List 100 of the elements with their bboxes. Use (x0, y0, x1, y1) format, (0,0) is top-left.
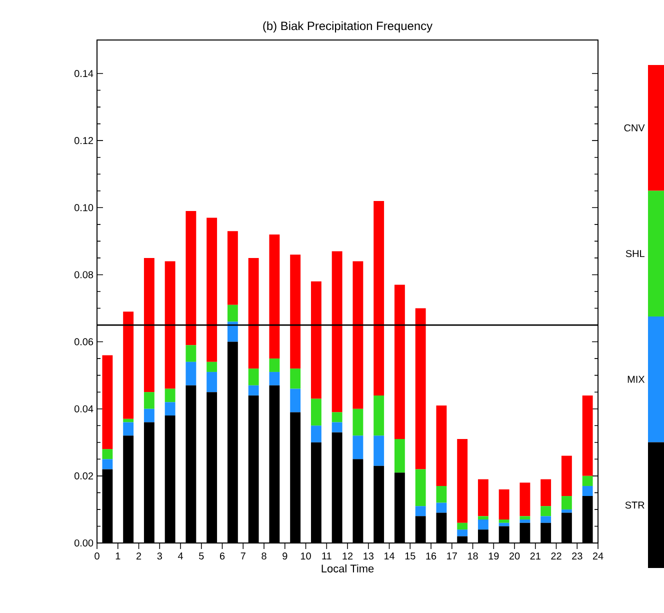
bar (498, 520, 510, 523)
bar (561, 496, 572, 510)
bar (248, 385, 259, 396)
bar (186, 211, 196, 346)
text: STR (625, 502, 644, 509)
bar (248, 258, 259, 369)
bar (520, 516, 530, 520)
bar (520, 520, 530, 523)
bar (290, 254, 301, 369)
bar (561, 509, 572, 513)
bar (164, 402, 176, 416)
y-tick-label: 0.02 (74, 472, 93, 480)
bar (310, 281, 322, 399)
y-tick-label: 0.00 (74, 539, 94, 547)
bar (269, 372, 280, 386)
bar (436, 486, 447, 503)
x-tick-label: 2 (136, 552, 142, 560)
bar (582, 486, 593, 496)
x-tick-label: 17 (447, 552, 457, 560)
bar (248, 368, 259, 386)
x-axis-title: Local Time (322, 564, 374, 572)
x-tick-label: 15 (405, 552, 416, 560)
bar (144, 392, 154, 409)
bar (520, 482, 530, 516)
bar (352, 436, 364, 460)
y-tick-label: 0.06 (74, 338, 94, 346)
text: CNV (624, 124, 645, 132)
bar (478, 479, 488, 516)
bar (186, 362, 196, 386)
bar (436, 502, 447, 513)
y-tick-label: 0.10 (74, 204, 94, 212)
bar (227, 231, 238, 305)
bar (290, 388, 301, 412)
bar (394, 284, 405, 440)
bar (206, 362, 218, 372)
bar (582, 476, 593, 486)
x-tick-label: 24 (592, 552, 604, 560)
bar (352, 261, 364, 409)
bar (332, 422, 342, 432)
x-tick-label: 3 (157, 552, 162, 560)
x-tick-label: 14 (384, 552, 395, 560)
bar (374, 395, 384, 436)
bar (123, 418, 134, 422)
x-tick-label: 10 (300, 552, 311, 560)
bar (457, 530, 468, 536)
bar (290, 368, 301, 389)
bar (540, 506, 552, 516)
bar (498, 522, 510, 526)
y-tick-label: 0.12 (74, 137, 93, 144)
bar (415, 469, 426, 506)
bar (374, 200, 384, 396)
bar (269, 234, 280, 359)
bar (206, 218, 218, 362)
x-tick-label: 12 (342, 552, 353, 560)
bar (310, 398, 322, 426)
y-tick-label: 0.14 (74, 70, 94, 78)
x-tick-label: 21 (530, 552, 540, 560)
bar (102, 355, 113, 450)
y-tick-label: 0.08 (74, 271, 94, 278)
x-tick-label: 4 (178, 552, 183, 560)
bar (102, 449, 113, 460)
chart-title: (b) Biak Precipitation Frequency (263, 21, 433, 32)
bar (436, 405, 447, 486)
bar (415, 308, 426, 470)
bar (227, 304, 238, 322)
x-tick-label: 8 (262, 552, 266, 560)
x-tick-label: 20 (509, 552, 520, 560)
bar (123, 422, 134, 436)
x-tick-label: 16 (426, 552, 436, 560)
bar (478, 520, 488, 530)
bar (540, 516, 552, 523)
x-tick-label: 19 (488, 552, 499, 560)
bar (269, 358, 280, 372)
bar (144, 408, 154, 422)
bar (457, 522, 468, 530)
bar (123, 312, 134, 419)
x-tick-label: 6 (220, 552, 225, 560)
bar (394, 439, 405, 473)
bar (332, 412, 342, 422)
x-tick-label: 0 (94, 552, 100, 560)
bar (164, 261, 176, 389)
y-tick-label: 0.04 (74, 405, 94, 412)
x-tick-label: 18 (468, 552, 478, 560)
bar (478, 516, 488, 520)
bar (164, 388, 176, 402)
x-tick-label: 22 (551, 552, 562, 560)
bar (332, 251, 342, 412)
x-tick-label: 11 (322, 552, 332, 560)
text: MIX (628, 376, 645, 383)
bar (227, 322, 238, 342)
bar (582, 395, 593, 476)
bar (144, 258, 154, 392)
bar (561, 456, 572, 496)
bar (457, 439, 468, 523)
bar (186, 345, 196, 362)
x-tick-label: 5 (199, 552, 204, 560)
bar (352, 408, 364, 436)
x-tick-label: 1 (116, 552, 120, 560)
x-tick-label: 23 (572, 552, 582, 560)
x-tick-label: 7 (240, 552, 246, 560)
